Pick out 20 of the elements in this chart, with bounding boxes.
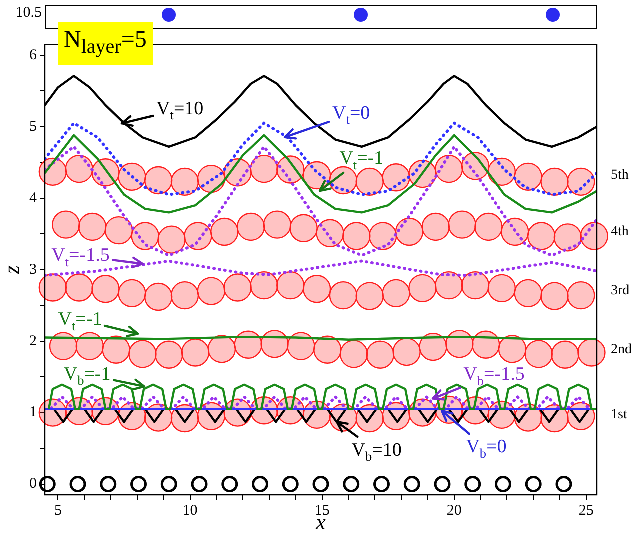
y-tick-label: 1: [30, 404, 37, 421]
annotation: N$_{layer}$=5: [58, 22, 153, 65]
y-tick-label: 0: [30, 476, 37, 492]
y-axis-title: z: [0, 265, 24, 276]
x-tick-label: 20: [446, 502, 462, 519]
text: 2nd: [611, 342, 632, 358]
text: 3rd: [611, 284, 630, 299]
y-tick-label: 2: [30, 333, 37, 350]
y-tick-label: 5: [30, 118, 37, 135]
y-tick-label: 6: [30, 47, 38, 64]
x-tick-label: 15: [314, 502, 330, 519]
text: 1st: [611, 407, 628, 422]
text: 4th: [611, 224, 629, 240]
text: 10.5: [14, 4, 42, 22]
x-tick-label: 10: [182, 502, 198, 519]
x-tick-label: 25: [578, 502, 594, 519]
text: 5th: [611, 168, 629, 183]
y-tick-label: 3: [30, 262, 37, 278]
y-tick-label: 4: [30, 190, 38, 206]
x-tick-label: 5: [54, 502, 62, 519]
